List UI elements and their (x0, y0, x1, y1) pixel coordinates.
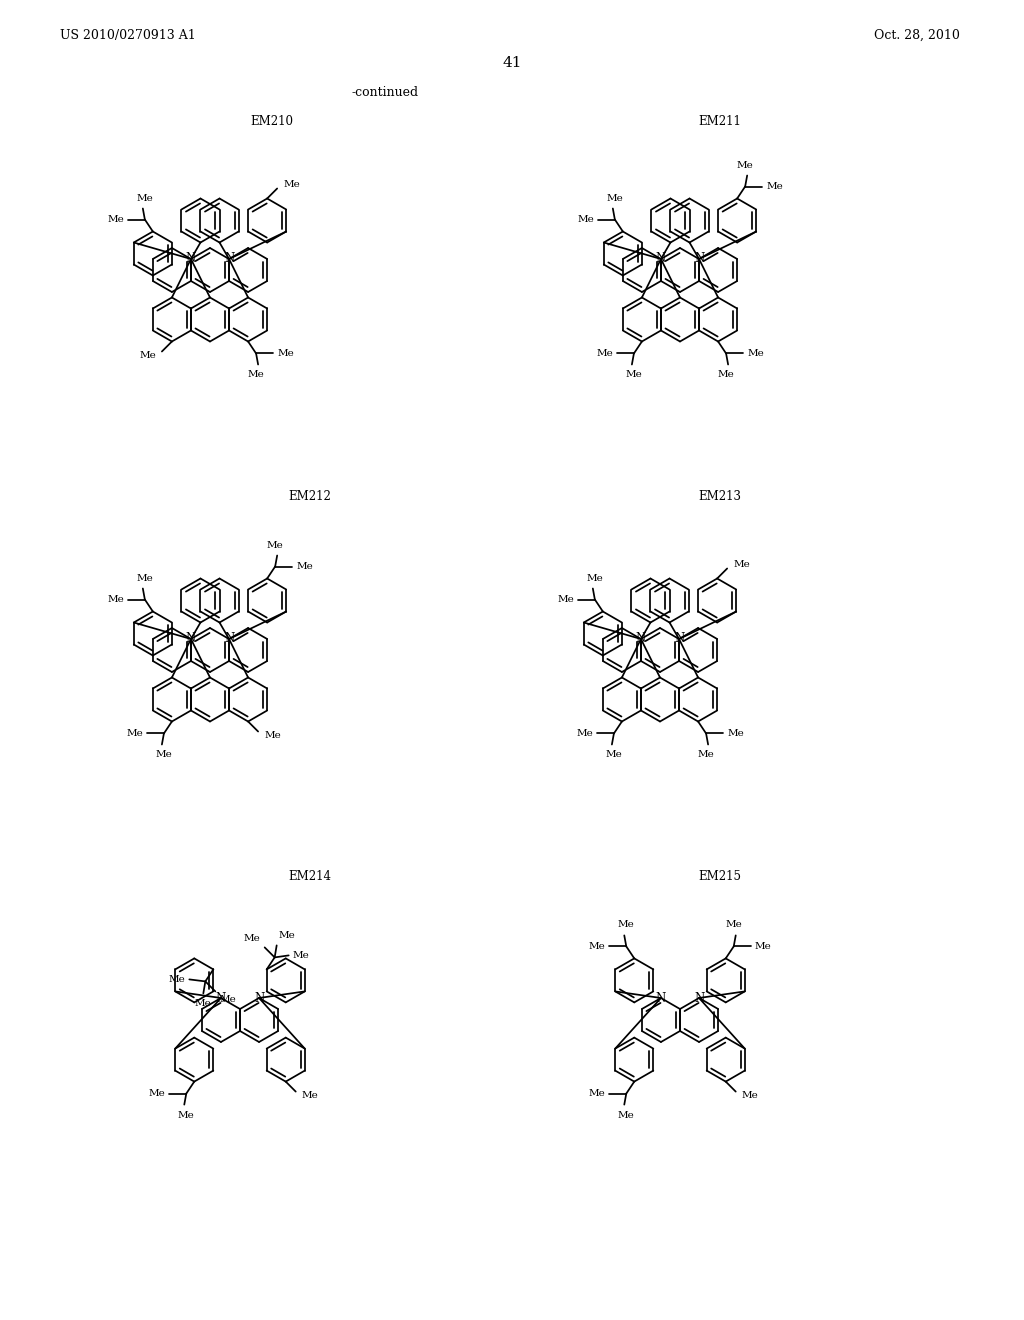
Text: Me: Me (293, 950, 309, 960)
Text: Me: Me (727, 729, 743, 738)
Text: Me: Me (284, 180, 300, 189)
Text: Me: Me (606, 194, 624, 202)
Text: EM213: EM213 (698, 490, 741, 503)
Text: Me: Me (156, 751, 172, 759)
Text: EM211: EM211 (698, 115, 741, 128)
Text: Me: Me (126, 729, 143, 738)
Text: Me: Me (755, 942, 771, 950)
Text: EM212: EM212 (289, 490, 332, 503)
Text: N: N (224, 252, 234, 265)
Text: Me: Me (605, 751, 623, 759)
Text: N: N (694, 252, 705, 265)
Text: Me: Me (108, 215, 124, 224)
Text: Me: Me (596, 348, 613, 358)
Text: Me: Me (169, 975, 185, 983)
Text: Me: Me (302, 1092, 318, 1100)
Text: N: N (185, 252, 196, 265)
Text: N: N (655, 991, 666, 1005)
Text: N: N (224, 632, 234, 645)
Text: N: N (674, 632, 684, 645)
Text: Me: Me (766, 182, 783, 191)
Text: Me: Me (697, 751, 715, 759)
Text: Me: Me (279, 932, 295, 940)
Text: Me: Me (267, 540, 284, 549)
Text: N: N (636, 632, 646, 645)
Text: Me: Me (296, 562, 313, 572)
Text: Me: Me (737, 161, 754, 169)
Text: Me: Me (578, 215, 594, 224)
Text: Me: Me (278, 348, 294, 358)
Text: 41: 41 (502, 55, 522, 70)
Text: Me: Me (195, 999, 212, 1008)
Text: EM215: EM215 (698, 870, 741, 883)
Text: -continued: -continued (351, 86, 419, 99)
Text: EM214: EM214 (289, 870, 332, 883)
Text: Me: Me (248, 371, 264, 379)
Text: N: N (254, 991, 264, 1005)
Text: N: N (185, 632, 196, 645)
Text: Me: Me (148, 1089, 165, 1098)
Text: Me: Me (136, 194, 154, 202)
Text: Me: Me (589, 1089, 605, 1098)
Text: Me: Me (617, 920, 635, 929)
Text: Me: Me (108, 595, 124, 605)
Text: Me: Me (136, 573, 154, 582)
Text: Me: Me (741, 1092, 759, 1100)
Text: Me: Me (589, 942, 605, 950)
Text: Me: Me (733, 560, 750, 569)
Text: N: N (694, 991, 705, 1005)
Text: Oct. 28, 2010: Oct. 28, 2010 (874, 29, 961, 41)
Text: Me: Me (244, 935, 261, 944)
Text: Me: Me (264, 731, 281, 741)
Text: Me: Me (748, 348, 764, 358)
Text: Me: Me (587, 573, 603, 582)
Text: Me: Me (577, 729, 593, 738)
Text: EM210: EM210 (251, 115, 294, 128)
Text: Me: Me (178, 1110, 195, 1119)
Text: N: N (216, 991, 226, 1005)
Text: Me: Me (718, 371, 734, 379)
Text: US 2010/0270913 A1: US 2010/0270913 A1 (60, 29, 196, 41)
Text: Me: Me (219, 995, 237, 1005)
Text: Me: Me (725, 920, 742, 929)
Text: Me: Me (617, 1110, 635, 1119)
Text: Me: Me (626, 371, 642, 379)
Text: N: N (655, 252, 666, 265)
Text: Me: Me (139, 351, 156, 360)
Text: Me: Me (557, 595, 573, 605)
